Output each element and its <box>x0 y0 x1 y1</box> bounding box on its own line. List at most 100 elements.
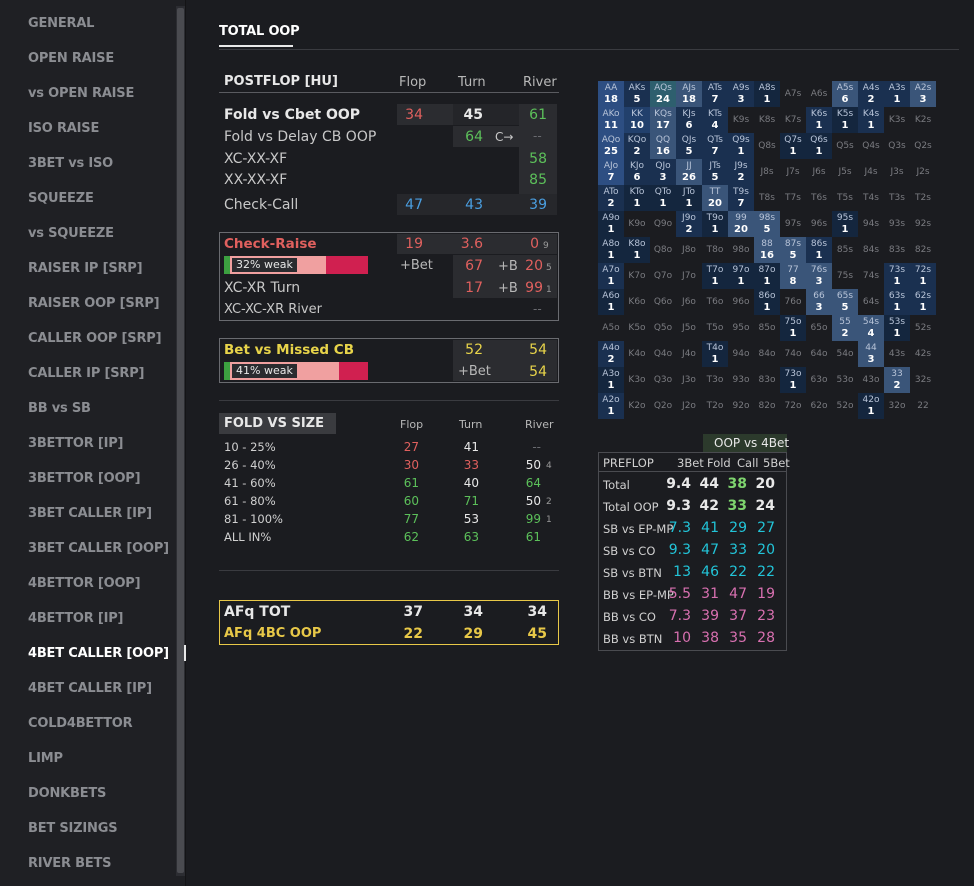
range-cell[interactable]: 92s <box>910 211 936 237</box>
range-cell[interactable]: 22 <box>910 393 936 419</box>
range-cell[interactable]: J3o <box>676 367 702 393</box>
range-cell[interactable]: K5o <box>624 315 650 341</box>
range-cell[interactable]: K2o <box>624 393 650 419</box>
range-cell[interactable]: 93s <box>884 211 910 237</box>
range-cell[interactable]: 98o <box>728 237 754 263</box>
range-cell[interactable]: 75o 1 <box>780 315 806 341</box>
range-cell[interactable]: K5s 1 <box>832 107 858 133</box>
range-cell[interactable]: J9o 2 <box>676 211 702 237</box>
range-cell[interactable]: J8s <box>754 159 780 185</box>
range-cell[interactable]: Q6o <box>650 289 676 315</box>
range-cell[interactable]: K2s <box>910 107 936 133</box>
range-cell[interactable]: JTo 1 <box>676 185 702 211</box>
range-cell[interactable]: 66 3 <box>806 289 832 315</box>
range-cell[interactable]: 87s 5 <box>780 237 806 263</box>
range-cell[interactable]: 76s 3 <box>806 263 832 289</box>
sidebar-item[interactable]: DONKBETS <box>28 786 107 801</box>
range-cell[interactable]: K6s 1 <box>806 107 832 133</box>
sidebar-item[interactable]: SQUEEZE <box>28 191 94 206</box>
range-cell[interactable]: 86o 1 <box>754 289 780 315</box>
range-cell[interactable]: JJ 26 <box>676 159 702 185</box>
range-cell[interactable]: 94s <box>858 211 884 237</box>
sidebar-item[interactable]: GENERAL <box>28 16 95 31</box>
range-cell[interactable]: K8s <box>754 107 780 133</box>
range-cell[interactable]: 63o <box>806 367 832 393</box>
range-cell[interactable]: J2s <box>910 159 936 185</box>
range-cell[interactable]: 44 3 <box>858 341 884 367</box>
range-cell[interactable]: 32s <box>910 367 936 393</box>
range-cell[interactable]: 88 16 <box>754 237 780 263</box>
range-cell[interactable]: 97o 1 <box>728 263 754 289</box>
range-cell[interactable]: 42o 1 <box>858 393 884 419</box>
range-cell[interactable]: A6s <box>806 81 832 107</box>
range-cell[interactable]: K6o <box>624 289 650 315</box>
range-cell[interactable]: 94o <box>728 341 754 367</box>
range-cell[interactable]: T8o <box>702 237 728 263</box>
range-cell[interactable]: K9o <box>624 211 650 237</box>
range-cell[interactable]: AQo 25 <box>598 133 624 159</box>
range-cell[interactable]: Q9s 1 <box>728 133 754 159</box>
range-cell[interactable]: Q5s <box>832 133 858 159</box>
range-cell[interactable]: T6s <box>806 185 832 211</box>
range-cell[interactable]: KTs 4 <box>702 107 728 133</box>
range-cell[interactable]: T8s <box>754 185 780 211</box>
range-cell[interactable]: AJs 18 <box>676 81 702 107</box>
range-cell[interactable]: KTo 1 <box>624 185 650 211</box>
range-cell[interactable]: 62s 1 <box>910 289 936 315</box>
range-cell[interactable]: 33 2 <box>884 367 910 393</box>
range-cell[interactable]: 53o <box>832 367 858 393</box>
sidebar-item[interactable]: ISO RAISE <box>28 121 100 136</box>
range-cell[interactable]: 83s <box>884 237 910 263</box>
range-cell[interactable]: Q7o <box>650 263 676 289</box>
range-cell[interactable]: A9o 1 <box>598 211 624 237</box>
sidebar-item[interactable]: RIVER BETS <box>28 856 112 871</box>
range-cell[interactable]: KJo 6 <box>624 159 650 185</box>
range-cell[interactable]: Q9o <box>650 211 676 237</box>
range-cell[interactable]: TT 20 <box>702 185 728 211</box>
range-cell[interactable]: 52s <box>910 315 936 341</box>
sidebar-item[interactable]: COLD4BETTOR <box>28 716 133 731</box>
range-cell[interactable]: JTs 5 <box>702 159 728 185</box>
range-cell[interactable]: 84o <box>754 341 780 367</box>
range-cell[interactable]: T4s <box>858 185 884 211</box>
range-cell[interactable]: T2o <box>702 393 728 419</box>
range-cell[interactable]: 64s <box>858 289 884 315</box>
range-cell[interactable]: A6o 1 <box>598 289 624 315</box>
range-cell[interactable]: J6o <box>676 289 702 315</box>
range-cell[interactable]: ATs 7 <box>702 81 728 107</box>
range-cell[interactable]: 43o <box>858 367 884 393</box>
range-cell[interactable]: A9s 3 <box>728 81 754 107</box>
range-cell[interactable]: Q3o <box>650 367 676 393</box>
range-cell[interactable]: ATo 2 <box>598 185 624 211</box>
sidebar-item[interactable]: OPEN RAISE <box>28 51 115 66</box>
range-cell[interactable]: 73o 1 <box>780 367 806 393</box>
range-cell[interactable]: K4o <box>624 341 650 367</box>
range-cell[interactable]: T3s <box>884 185 910 211</box>
range-cell[interactable]: A2s 3 <box>910 81 936 107</box>
range-cell[interactable]: Q8o <box>650 237 676 263</box>
range-cell[interactable]: K3s <box>884 107 910 133</box>
range-cell[interactable]: J5o <box>676 315 702 341</box>
range-cell[interactable]: A7o 1 <box>598 263 624 289</box>
range-cell[interactable]: J4s <box>858 159 884 185</box>
range-cell[interactable]: 76o <box>780 289 806 315</box>
range-cell[interactable]: K8o 1 <box>624 237 650 263</box>
range-cell[interactable]: Q2o <box>650 393 676 419</box>
range-cell[interactable]: QTo 1 <box>650 185 676 211</box>
range-cell[interactable]: 83o <box>754 367 780 393</box>
range-cell[interactable]: KK 10 <box>624 107 650 133</box>
range-cell[interactable]: 64o <box>806 341 832 367</box>
range-cell[interactable]: KQo 2 <box>624 133 650 159</box>
range-cell[interactable]: 85o <box>754 315 780 341</box>
range-cell[interactable]: J6s <box>806 159 832 185</box>
sidebar-item[interactable]: 3BETTOR [OOP] <box>28 471 141 486</box>
range-cell[interactable]: 87o 1 <box>754 263 780 289</box>
range-cell[interactable]: Q4s <box>858 133 884 159</box>
range-cell[interactable]: QJo 3 <box>650 159 676 185</box>
sidebar-item[interactable]: 4BET CALLER [IP] <box>28 681 152 696</box>
range-cell[interactable]: Q2s <box>910 133 936 159</box>
sidebar-item[interactable]: BET SIZINGS <box>28 821 118 836</box>
range-cell[interactable]: J9s 2 <box>728 159 754 185</box>
range-cell[interactable]: J7s <box>780 159 806 185</box>
range-cell[interactable]: AKs 5 <box>624 81 650 107</box>
